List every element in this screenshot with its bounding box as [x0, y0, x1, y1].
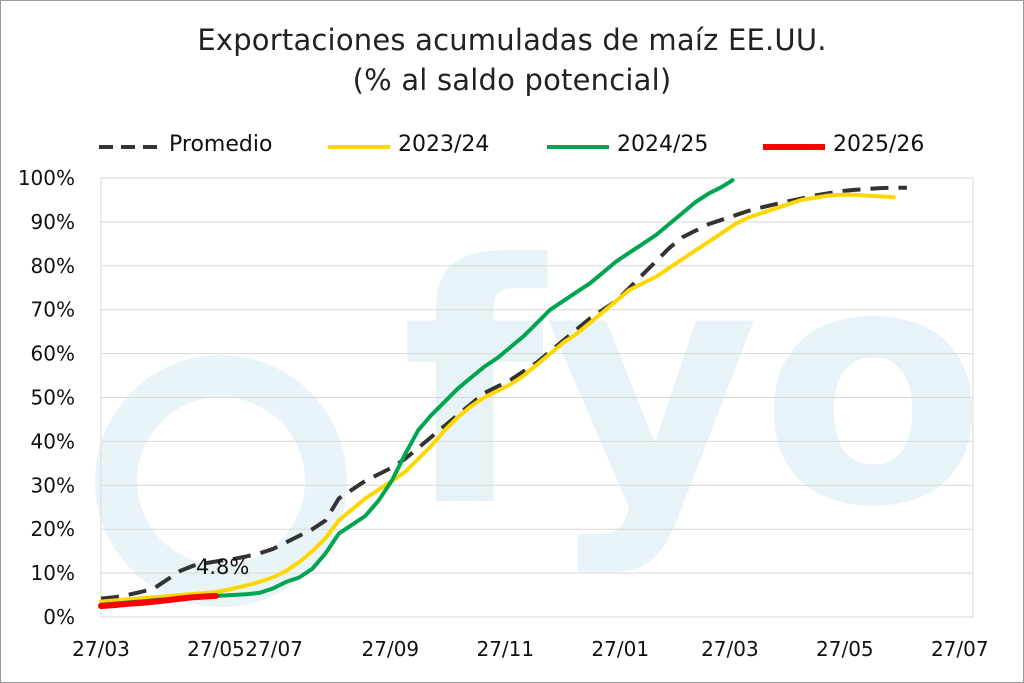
legend-label-2025-26: 2025/26 [833, 132, 925, 157]
series-line-2025-26 [98, 592, 219, 609]
x-tick-label: 27/03 [701, 637, 759, 661]
x-tick-label: 27/03 [72, 637, 130, 661]
y-tick-label: 20% [31, 517, 75, 541]
y-tick-label: 80% [31, 254, 75, 278]
series-line-promedio [100, 185, 907, 601]
chart-subtitle: (% al saldo potencial) [352, 63, 672, 97]
legend-label-2024-25: 2024/25 [617, 132, 709, 157]
x-tick-label: 27/11 [476, 637, 534, 661]
x-tick-label: 27/01 [591, 637, 649, 661]
legend-label-2023-24: 2023/24 [398, 132, 490, 157]
chart-title: Exportaciones acumuladas de maíz EE.UU. [197, 23, 827, 57]
y-tick-label: 90% [31, 210, 75, 234]
x-tick-label: 27/07 [931, 637, 989, 661]
fyo-watermark: fyo [95, 195, 986, 607]
y-tick-label: 30% [31, 473, 75, 497]
series-line-2023-24 [99, 192, 896, 604]
x-tick-label: 27/05 [816, 637, 874, 661]
x-tick-label: 27/07 [245, 637, 303, 661]
y-tick-label: 50% [31, 386, 75, 410]
y-tick-label: 40% [31, 429, 75, 453]
annotation-label: 4.8% [196, 555, 249, 579]
y-tick-label: 70% [31, 298, 75, 322]
series-line-2024-25 [99, 178, 735, 607]
y-tick-label: 60% [31, 342, 75, 366]
y-tick-label: 0% [43, 605, 75, 629]
y-tick-label: 100% [18, 166, 75, 190]
x-tick-label: 27/09 [362, 637, 420, 661]
x-tick-label: 27/05 [187, 637, 245, 661]
legend-label-promedio: Promedio [169, 132, 273, 157]
y-tick-label: 10% [31, 561, 75, 585]
